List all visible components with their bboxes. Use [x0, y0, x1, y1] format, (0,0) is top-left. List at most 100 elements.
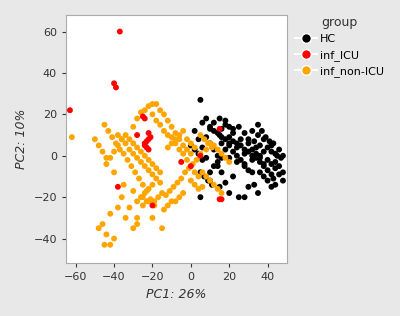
Point: [195, 174, 202, 179]
Point: [241, 147, 248, 152]
Point: [251, 139, 257, 144]
Point: [134, 132, 140, 137]
Point: [172, 141, 179, 146]
Point: [199, 157, 206, 162]
Point: [96, 226, 102, 231]
Point: [172, 137, 179, 142]
Point: [230, 131, 236, 136]
Point: [276, 147, 282, 152]
Point: [153, 176, 160, 181]
Point: [180, 128, 186, 133]
Point: [184, 157, 190, 162]
Point: [69, 135, 75, 140]
Point: [226, 135, 232, 140]
Point: [272, 160, 278, 165]
Point: [203, 135, 209, 140]
Point: [249, 170, 256, 175]
Point: [111, 149, 117, 154]
Point: [122, 132, 129, 137]
Point: [216, 116, 223, 121]
Point: [149, 161, 156, 167]
Point: [188, 143, 194, 148]
Point: [255, 191, 261, 196]
Point: [264, 157, 271, 162]
Point: [140, 114, 146, 119]
Point: [236, 195, 242, 200]
Point: [207, 141, 213, 146]
Point: [234, 153, 240, 158]
Point: [107, 211, 114, 216]
Point: [249, 157, 256, 162]
Point: [199, 184, 206, 189]
Point: [238, 137, 244, 142]
Point: [264, 178, 271, 183]
Point: [184, 147, 190, 152]
Point: [118, 195, 125, 200]
Point: [199, 120, 206, 125]
Point: [218, 126, 225, 131]
Point: [207, 141, 213, 146]
Point: [144, 145, 150, 150]
Point: [109, 135, 115, 140]
Point: [236, 124, 242, 129]
Point: [272, 182, 278, 187]
Point: [157, 170, 163, 175]
Point: [124, 157, 131, 162]
Point: [201, 174, 208, 179]
Point: [118, 137, 125, 142]
Point: [161, 112, 167, 117]
Point: [176, 195, 182, 200]
Point: [230, 139, 236, 144]
Point: [117, 147, 123, 152]
Point: [218, 135, 225, 140]
Point: [142, 153, 148, 158]
Point: [142, 108, 148, 113]
Point: [214, 153, 221, 158]
Point: [207, 178, 213, 183]
Point: [134, 215, 140, 220]
Point: [96, 143, 102, 148]
Point: [192, 170, 198, 175]
Point: [222, 122, 228, 127]
Point: [234, 160, 240, 165]
Point: [216, 132, 223, 137]
Point: [138, 160, 144, 165]
Point: [222, 118, 228, 123]
Point: [211, 128, 217, 133]
Point: [211, 147, 217, 152]
Point: [276, 172, 282, 177]
Point: [276, 164, 282, 169]
Point: [151, 203, 158, 208]
Point: [253, 155, 259, 160]
Point: [192, 147, 198, 152]
Point: [197, 170, 204, 175]
Point: [207, 178, 213, 183]
Point: [211, 120, 217, 125]
Point: [168, 124, 175, 129]
Point: [203, 147, 209, 152]
Point: [272, 151, 278, 156]
Point: [147, 197, 154, 202]
Point: [120, 151, 127, 156]
Point: [111, 81, 117, 86]
Point: [188, 178, 194, 183]
Point: [211, 182, 217, 187]
Point: [253, 145, 259, 150]
Point: [151, 199, 158, 204]
Point: [126, 147, 133, 152]
X-axis label: PC1: 26%: PC1: 26%: [146, 288, 207, 301]
Point: [107, 155, 114, 160]
Point: [115, 205, 121, 210]
Point: [241, 195, 248, 200]
Point: [241, 131, 248, 136]
Point: [214, 147, 221, 152]
Point: [268, 161, 275, 167]
Point: [278, 155, 284, 160]
Point: [222, 155, 228, 160]
Point: [205, 178, 211, 183]
Point: [255, 132, 261, 137]
Point: [155, 195, 162, 200]
Point: [257, 153, 263, 158]
Point: [190, 161, 196, 167]
Point: [115, 143, 121, 148]
